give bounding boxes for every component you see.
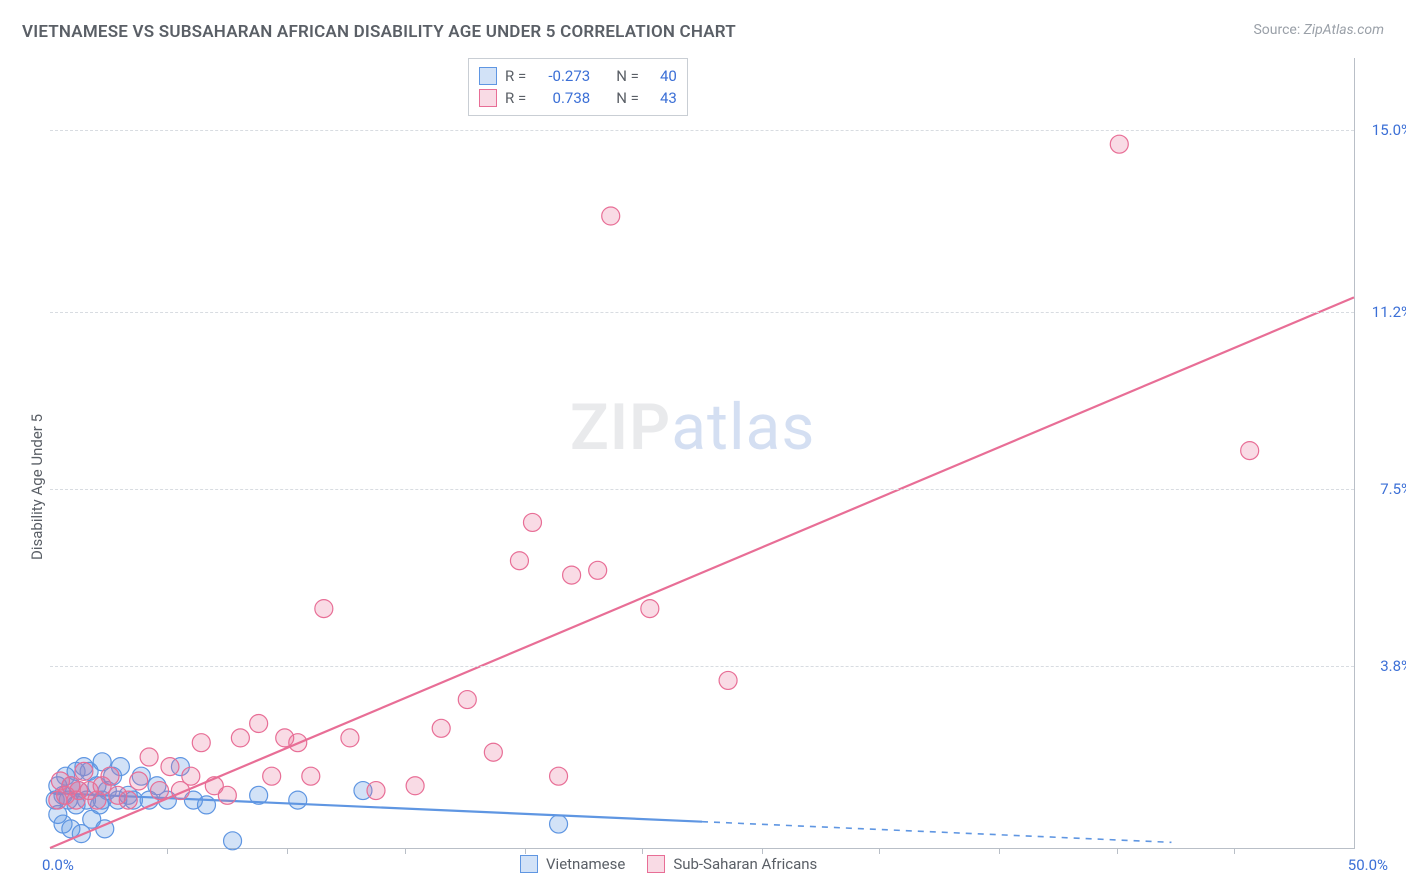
data-point bbox=[458, 691, 476, 709]
r-label: R = bbox=[505, 87, 526, 109]
data-point bbox=[151, 782, 169, 800]
data-point bbox=[101, 767, 119, 785]
legend-swatch bbox=[479, 67, 497, 85]
x-tick bbox=[405, 848, 406, 854]
data-point bbox=[1110, 135, 1128, 153]
x-tick bbox=[1117, 848, 1118, 854]
legend-label: Sub-Saharan Africans bbox=[673, 855, 817, 873]
x-tick bbox=[642, 848, 643, 854]
data-point bbox=[484, 743, 502, 761]
data-point bbox=[719, 671, 737, 689]
data-point bbox=[140, 748, 158, 766]
data-point bbox=[218, 786, 236, 804]
legend-swatch bbox=[647, 855, 665, 873]
correlation-legend: R = -0.273 N = 40 R = 0.738 N = 43 bbox=[468, 58, 688, 116]
x-tick bbox=[1234, 848, 1235, 854]
data-point bbox=[302, 767, 320, 785]
n-value: 40 bbox=[647, 65, 677, 87]
trend-line bbox=[50, 297, 1354, 848]
y-axis-label: Disability Age Under 5 bbox=[28, 414, 46, 560]
data-point bbox=[250, 715, 268, 733]
data-point bbox=[510, 552, 528, 570]
x-tick bbox=[525, 848, 526, 854]
data-point bbox=[406, 777, 424, 795]
gridline bbox=[50, 312, 1354, 313]
source-name: ZipAtlas.com bbox=[1304, 22, 1384, 38]
data-point bbox=[341, 729, 359, 747]
r-label: R = bbox=[505, 65, 526, 87]
x-tick bbox=[762, 848, 763, 854]
data-point bbox=[641, 600, 659, 618]
data-point bbox=[589, 561, 607, 579]
legend-row: R = 0.738 N = 43 bbox=[479, 87, 677, 109]
x-tick bbox=[879, 848, 880, 854]
data-point bbox=[75, 762, 93, 780]
legend-label: Vietnamese bbox=[546, 855, 625, 873]
r-value: 0.738 bbox=[534, 87, 590, 109]
x-max-label: 50.0% bbox=[1348, 856, 1388, 874]
n-value: 43 bbox=[647, 87, 677, 109]
data-point bbox=[1241, 442, 1259, 460]
chart-title: VIETNAMESE VS SUBSAHARAN AFRICAN DISABIL… bbox=[22, 22, 736, 42]
data-point bbox=[224, 832, 242, 850]
data-point bbox=[182, 767, 200, 785]
gridline bbox=[50, 666, 1354, 667]
x-tick bbox=[999, 848, 1000, 854]
data-point bbox=[231, 729, 249, 747]
legend-swatch bbox=[479, 89, 497, 107]
data-point bbox=[192, 734, 210, 752]
gridline bbox=[50, 489, 1354, 490]
data-point bbox=[432, 719, 450, 737]
y-tick-label: 7.5% bbox=[1358, 480, 1406, 498]
data-point bbox=[367, 782, 385, 800]
source-prefix: Source: bbox=[1253, 22, 1303, 38]
n-label: N = bbox=[616, 87, 639, 109]
legend-item: Vietnamese bbox=[520, 855, 625, 873]
x-origin-label: 0.0% bbox=[42, 856, 74, 874]
series-legend: Vietnamese Sub-Saharan Africans bbox=[520, 855, 817, 873]
trend-line-dashed bbox=[702, 822, 1171, 843]
source-attribution: Source: ZipAtlas.com bbox=[1253, 22, 1384, 38]
data-point bbox=[119, 791, 137, 809]
data-point bbox=[315, 600, 333, 618]
legend-row: R = -0.273 N = 40 bbox=[479, 65, 677, 87]
legend-swatch bbox=[520, 855, 538, 873]
data-point bbox=[130, 772, 148, 790]
data-point bbox=[602, 207, 620, 225]
data-point bbox=[523, 513, 541, 531]
plot-area: 3.8%7.5%11.2%15.0% bbox=[50, 58, 1355, 849]
legend-item: Sub-Saharan Africans bbox=[647, 855, 817, 873]
r-value: -0.273 bbox=[534, 65, 590, 87]
y-tick-label: 11.2% bbox=[1358, 303, 1406, 321]
gridline bbox=[50, 130, 1354, 131]
data-point bbox=[550, 815, 568, 833]
data-point bbox=[289, 791, 307, 809]
x-tick bbox=[287, 848, 288, 854]
y-tick-label: 15.0% bbox=[1358, 121, 1406, 139]
data-point bbox=[550, 767, 568, 785]
scatter-svg bbox=[50, 58, 1354, 848]
n-label: N = bbox=[616, 65, 639, 87]
y-tick-label: 3.8% bbox=[1358, 657, 1406, 675]
data-point bbox=[263, 767, 281, 785]
data-point bbox=[563, 566, 581, 584]
data-point bbox=[161, 758, 179, 776]
x-tick bbox=[167, 848, 168, 854]
